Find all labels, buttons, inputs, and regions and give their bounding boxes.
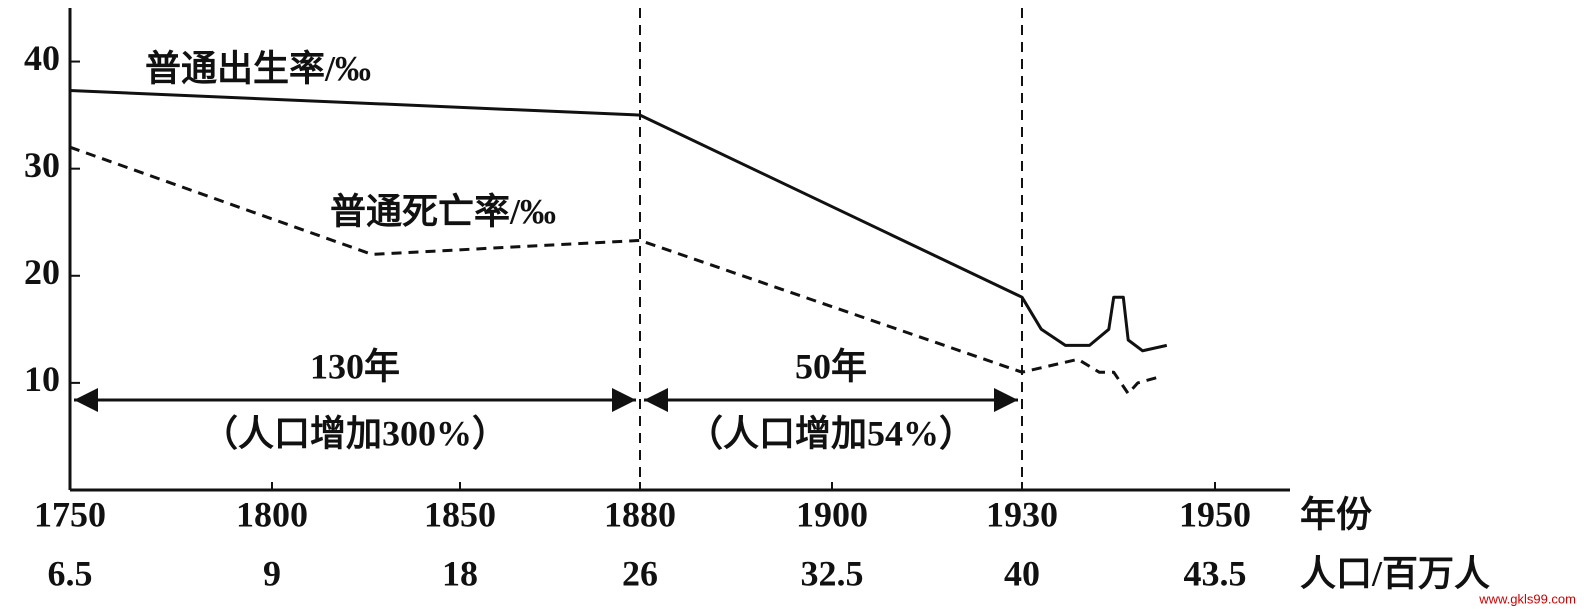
population-label: 18	[442, 553, 478, 593]
span-label: 130年	[310, 346, 400, 386]
population-label: 9	[263, 553, 281, 593]
y-tick-label: 40	[24, 38, 60, 78]
series-label: 普通出生率/‰	[145, 48, 371, 88]
x-axis-label: 年份	[1300, 494, 1372, 534]
y-tick-label: 20	[24, 252, 60, 292]
y-tick-label: 30	[24, 145, 60, 185]
span-label: 50年	[795, 346, 867, 386]
population-label: 32.5	[801, 553, 864, 593]
population-label: 40	[1004, 553, 1040, 593]
population-label: 6.5	[48, 553, 93, 593]
x-tick-label: 1880	[604, 494, 676, 534]
span-note: （人口增加300%）	[202, 413, 508, 453]
y-tick-label: 10	[24, 359, 60, 399]
population-label: 43.5	[1184, 553, 1247, 593]
series-label: 普通死亡率/‰	[330, 191, 556, 231]
x-tick-label: 1750	[34, 494, 106, 534]
series-line	[69, 89, 1168, 353]
x-tick-label: 1900	[796, 494, 868, 534]
series-line	[69, 145, 1158, 396]
population-label: 人口/百万人	[1300, 553, 1490, 593]
x-tick-label: 1930	[986, 494, 1058, 534]
x-tick-label: 1950	[1179, 494, 1251, 534]
population-label: 26	[622, 553, 658, 593]
x-tick-label: 1850	[424, 494, 496, 534]
span-note: （人口增加54%）	[687, 413, 975, 453]
watermark: www.gkls99.com	[1478, 591, 1576, 606]
x-tick-label: 1800	[236, 494, 308, 534]
